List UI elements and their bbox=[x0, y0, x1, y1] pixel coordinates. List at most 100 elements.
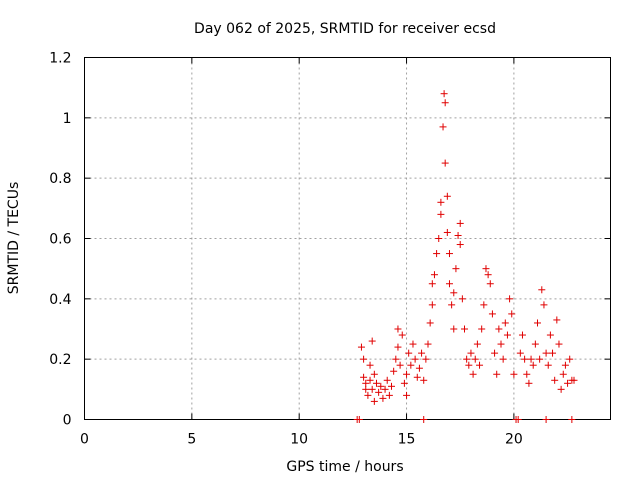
data-point bbox=[366, 361, 374, 369]
data-point bbox=[430, 271, 438, 279]
data-point bbox=[445, 280, 453, 288]
grid-lines bbox=[84, 57, 611, 420]
data-point bbox=[360, 355, 368, 363]
data-point bbox=[516, 349, 524, 357]
data-point bbox=[440, 90, 448, 98]
data-point bbox=[452, 265, 460, 273]
data-point bbox=[394, 343, 402, 351]
data-point bbox=[480, 301, 488, 309]
data-point bbox=[385, 391, 393, 399]
data-point bbox=[366, 376, 374, 384]
data-point bbox=[450, 289, 458, 297]
data-point bbox=[549, 349, 557, 357]
data-point bbox=[456, 241, 464, 249]
data-point bbox=[570, 376, 578, 384]
data-point bbox=[484, 271, 492, 279]
data-point bbox=[538, 286, 546, 294]
data-point bbox=[557, 385, 565, 393]
axis-ticks bbox=[84, 57, 611, 420]
data-point bbox=[482, 265, 490, 273]
data-point bbox=[534, 319, 542, 327]
y-tick-label: 0.4 bbox=[49, 292, 71, 308]
y-tick-label: 1.2 bbox=[49, 51, 71, 67]
data-point bbox=[439, 123, 447, 131]
x-tick-label: 0 bbox=[80, 432, 89, 448]
data-point bbox=[521, 355, 529, 363]
data-point bbox=[405, 349, 413, 357]
data-point bbox=[499, 355, 507, 363]
data-point bbox=[514, 416, 522, 423]
data-point bbox=[525, 379, 533, 387]
y-tick-label: 0 bbox=[63, 413, 72, 429]
data-point bbox=[501, 319, 509, 327]
data-point bbox=[396, 361, 404, 369]
data-point bbox=[473, 340, 481, 348]
data-point bbox=[388, 382, 396, 390]
data-point bbox=[450, 325, 458, 333]
y-tick-label: 0.6 bbox=[49, 232, 71, 248]
data-point bbox=[420, 416, 428, 423]
data-point bbox=[357, 343, 365, 351]
y-tick-labels: 0 0.2 0.4 0.6 0.8 1 1.2 bbox=[49, 51, 71, 429]
data-point bbox=[437, 210, 445, 218]
data-point bbox=[523, 370, 531, 378]
data-point bbox=[458, 295, 466, 303]
data-point bbox=[564, 379, 572, 387]
data-point bbox=[355, 416, 363, 423]
data-point bbox=[443, 192, 451, 200]
data-point bbox=[495, 325, 503, 333]
chart-title: Day 062 of 2025, SRMTID for receiver ecs… bbox=[194, 21, 496, 37]
data-point bbox=[392, 355, 400, 363]
data-point bbox=[488, 310, 496, 318]
data-point bbox=[456, 219, 464, 227]
data-point bbox=[433, 250, 441, 258]
data-point bbox=[448, 301, 456, 309]
x-tick-label: 5 bbox=[187, 432, 196, 448]
data-point bbox=[370, 370, 378, 378]
data-point bbox=[398, 331, 406, 339]
data-point bbox=[390, 367, 398, 375]
data-point bbox=[394, 325, 402, 333]
data-point bbox=[409, 340, 417, 348]
y-axis-title: SRMTID / TECUs bbox=[6, 182, 22, 295]
data-point bbox=[454, 231, 462, 239]
data-point bbox=[551, 376, 559, 384]
x-tick-labels: 0 5 10 15 20 bbox=[80, 432, 523, 448]
data-point bbox=[486, 280, 494, 288]
data-point bbox=[368, 337, 376, 345]
data-point bbox=[544, 361, 552, 369]
data-point bbox=[540, 301, 548, 309]
data-point bbox=[461, 325, 469, 333]
data-point bbox=[437, 198, 445, 206]
data-point bbox=[379, 394, 387, 402]
data-point bbox=[529, 361, 537, 369]
data-point bbox=[497, 340, 505, 348]
data-point bbox=[469, 370, 477, 378]
data-point bbox=[443, 228, 451, 236]
data-point bbox=[467, 349, 475, 357]
data-point bbox=[368, 385, 376, 393]
data-point bbox=[510, 370, 518, 378]
data-point bbox=[491, 349, 499, 357]
data-point bbox=[506, 295, 514, 303]
data-point bbox=[566, 355, 574, 363]
data-point bbox=[383, 376, 391, 384]
data-point bbox=[428, 280, 436, 288]
data-point bbox=[362, 379, 370, 387]
data-point bbox=[465, 361, 473, 369]
y-tick-label: 1 bbox=[63, 111, 72, 127]
data-point bbox=[435, 235, 443, 242]
data-point bbox=[372, 379, 380, 387]
data-point bbox=[518, 331, 526, 339]
data-point bbox=[418, 349, 426, 357]
data-point bbox=[422, 355, 430, 363]
data-point bbox=[428, 301, 436, 309]
data-point bbox=[400, 379, 408, 387]
x-tick-label: 20 bbox=[505, 432, 523, 448]
data-point bbox=[536, 355, 544, 363]
data-point bbox=[360, 373, 368, 381]
data-point bbox=[411, 355, 419, 363]
data-point bbox=[493, 370, 501, 378]
data-point bbox=[415, 364, 423, 372]
